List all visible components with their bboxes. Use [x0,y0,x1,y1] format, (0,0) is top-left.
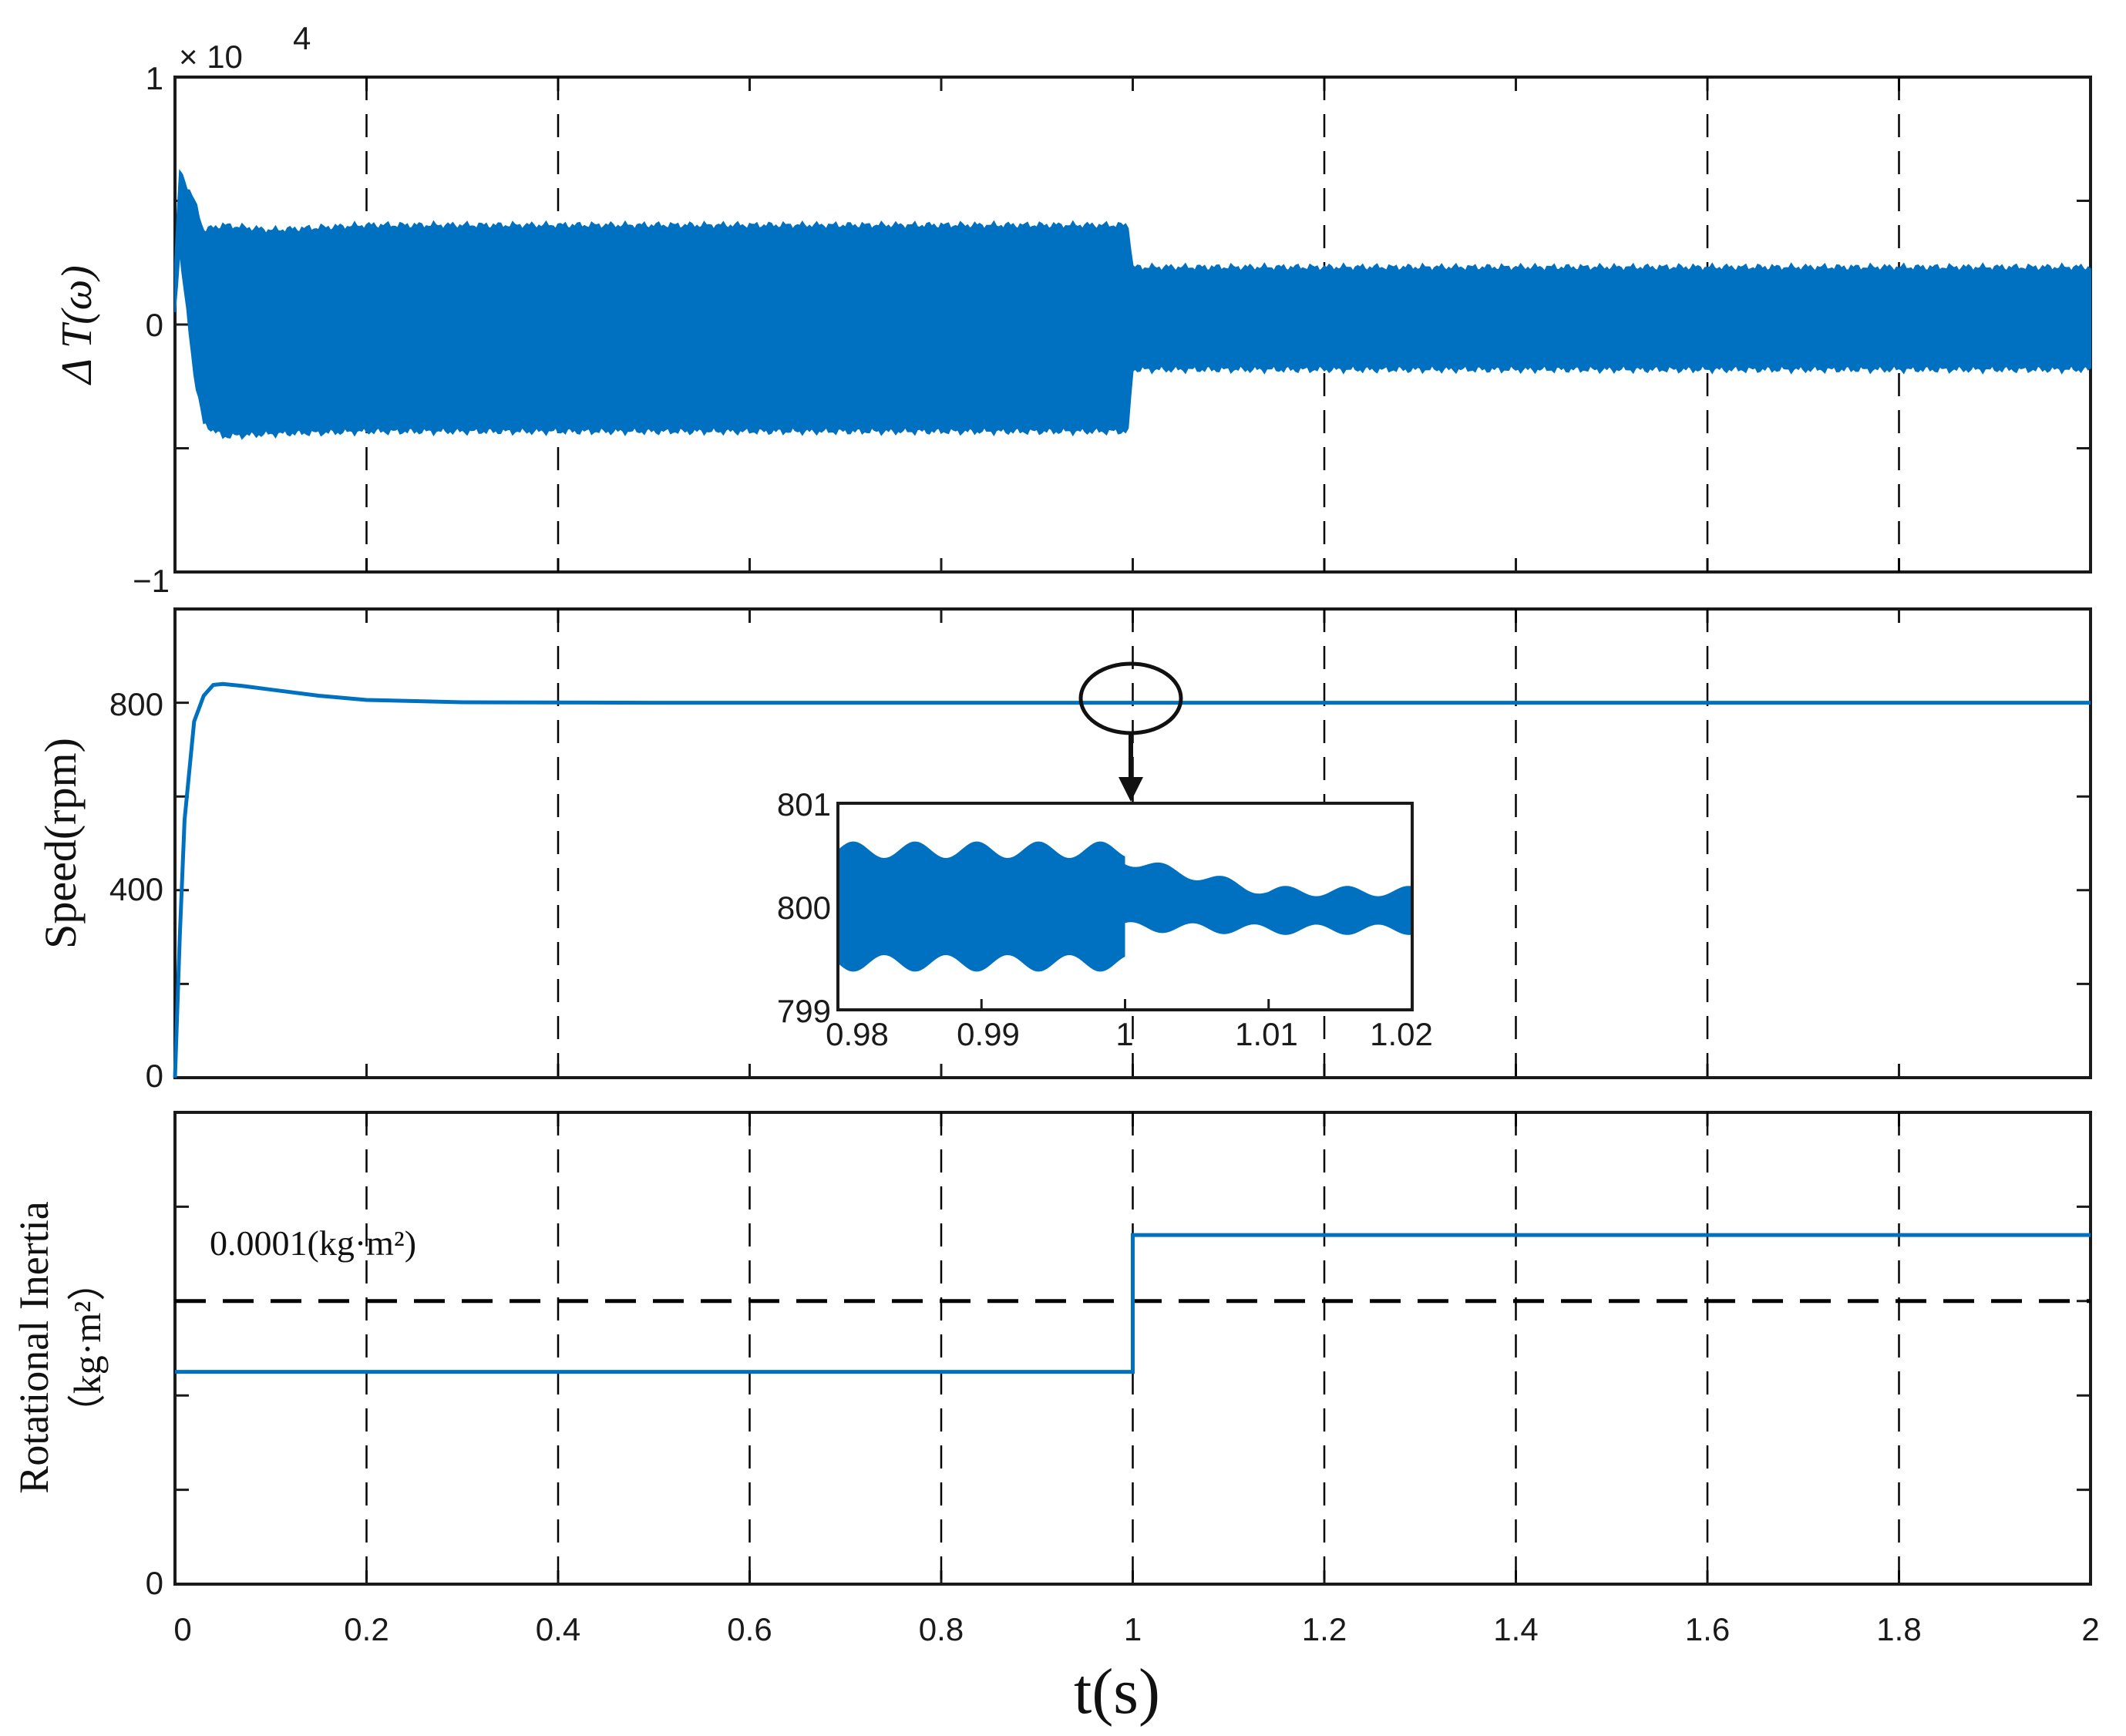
inset-xtick-1.01: 1.01 [1235,1016,1298,1052]
inset-ytick-799: 799 [777,993,831,1029]
bot-ylabel: Rotational Inertia [11,1201,57,1493]
svg-text:Δ T(ω): Δ T(ω) [53,265,101,385]
mid-ytick-0: 0 [146,1058,163,1094]
x-tick-label: 0 [173,1611,191,1647]
top-ytick-1: 1 [146,60,163,96]
inset-xtick-0.98: 0.98 [826,1016,889,1052]
reference-label: 0.0001(kg·m²) [210,1223,416,1263]
inset: 801 800 799 0.98 0.99 1 1.01 1.02 [777,786,1433,1052]
bot-ytick-0: 0 [146,1565,163,1601]
speed-line [173,681,2091,1078]
inset-ytick-801: 801 [777,786,831,823]
x-tick-label: 1.8 [1876,1611,1921,1647]
inset-band-after-step [1125,862,1412,935]
inset-xtick-1.02: 1.02 [1370,1016,1433,1052]
mid-ylabel: Speed(rpm) [35,738,86,949]
x-tick-label: 0.8 [919,1611,964,1647]
bot-ylabel-units: （kg·m²） [66,1263,109,1433]
top-ylabel: Δ T(ω) [53,265,101,385]
mid-ytick-800: 800 [109,686,163,722]
panel-bottom-marks [173,1112,2092,1584]
inertia-line [175,1233,2091,1374]
zoom-arrow-head [1119,777,1143,802]
inset-marks [836,841,1414,1010]
panel-top: × 10 4 1 0 −1 Δ T(ω) [53,20,2092,599]
x-tick-label: 1.2 [1302,1611,1347,1647]
mid-ytick-400: 400 [109,871,163,907]
panel-middle: 800 400 0 Speed(rpm) 801 800 799 0.98 0.… [35,607,2092,1094]
x-tick-labels: 0 0.2 0.4 0.6 0.8 1 1.2 1.4 1.6 1.8 2 [173,1611,2099,1647]
panel-middle-marks [173,609,2092,1078]
x-tick-label: 1.6 [1685,1611,1730,1647]
panel-bottom: 0 0.0001(kg·m²) Rotational Inertia （kg·m… [11,1111,2092,1601]
panel-top-marks [173,77,2092,572]
top-exponent-power: 4 [293,20,311,56]
zoom-marker-ellipse [1078,661,1183,735]
x-tick-label: 0.2 [344,1611,389,1647]
x-tick-label: 1 [1124,1611,1142,1647]
x-tick-label: 0.4 [536,1611,580,1647]
inset-frame [836,802,1414,1011]
inset-xtick-1: 1 [1115,1016,1133,1052]
inset-band-before-step [838,841,1125,972]
x-tick-label: 2 [2081,1611,2099,1647]
top-exponent-label: × 10 [179,39,243,75]
top-ytick-0: 0 [146,307,163,343]
inset-ytick-800: 800 [777,890,831,926]
top-ytick-minus1: −1 [133,563,170,599]
inset-xtick-0.99: 0.99 [957,1016,1020,1052]
x-axis-label: t(s) [1074,1656,1160,1728]
x-tick-label: 1.4 [1493,1611,1538,1647]
x-tick-label: 0.6 [727,1611,772,1647]
torque-ripple-band [174,169,2091,440]
